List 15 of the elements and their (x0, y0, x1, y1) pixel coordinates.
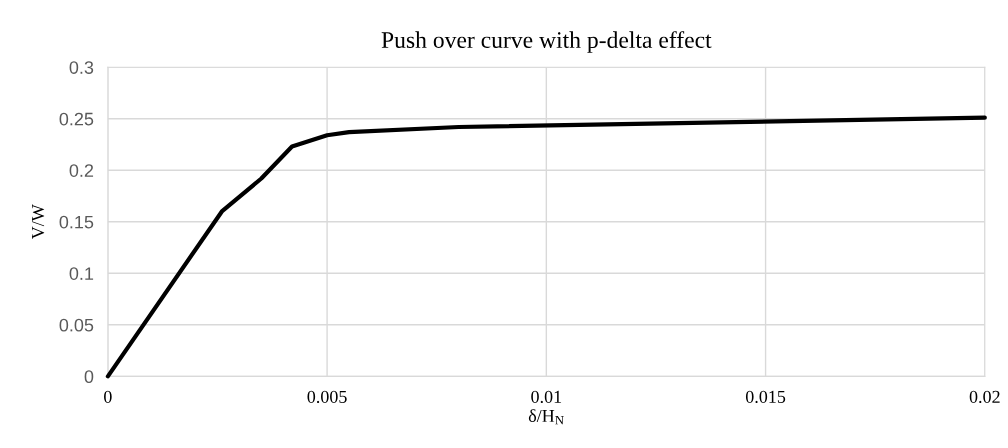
y-axis-title: V/W (31, 204, 45, 240)
y-tick-label: 0.1 (69, 267, 94, 280)
y-tick-label: 0.15 (59, 215, 94, 229)
x-tick-label: 0.01 (531, 390, 562, 403)
x-tick-label: 0.005 (307, 390, 347, 403)
y-tick-label: 0.2 (69, 164, 94, 177)
x-tick-label: 0.015 (745, 390, 786, 403)
x-tick-label: 0 (104, 390, 112, 403)
y-tick-label: 0.05 (59, 318, 94, 332)
x-tick-label: 0.02 (969, 390, 1000, 403)
y-tick-label: 0.25 (59, 112, 94, 126)
y-tick-label: 0.3 (69, 61, 94, 74)
chart-title: Push over curve with p-delta effect (381, 31, 712, 53)
x-axis-title: δ/H$_{N}$ (528, 409, 564, 425)
y-tick-label: 0 (84, 370, 94, 384)
